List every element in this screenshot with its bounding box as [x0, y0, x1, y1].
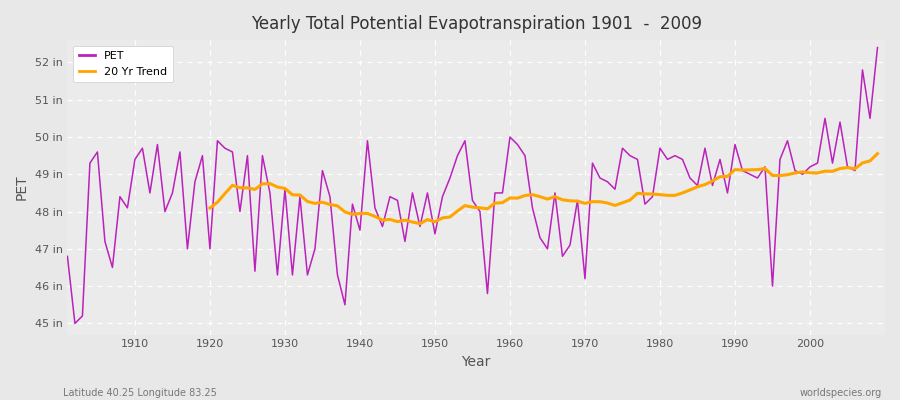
Text: Latitude 40.25 Longitude 83.25: Latitude 40.25 Longitude 83.25 — [63, 388, 217, 398]
Title: Yearly Total Potential Evapotranspiration 1901  -  2009: Yearly Total Potential Evapotranspiratio… — [251, 15, 702, 33]
Text: worldspecies.org: worldspecies.org — [800, 388, 882, 398]
Y-axis label: PET: PET — [15, 174, 29, 200]
Legend: PET, 20 Yr Trend: PET, 20 Yr Trend — [73, 46, 173, 82]
X-axis label: Year: Year — [462, 355, 490, 369]
